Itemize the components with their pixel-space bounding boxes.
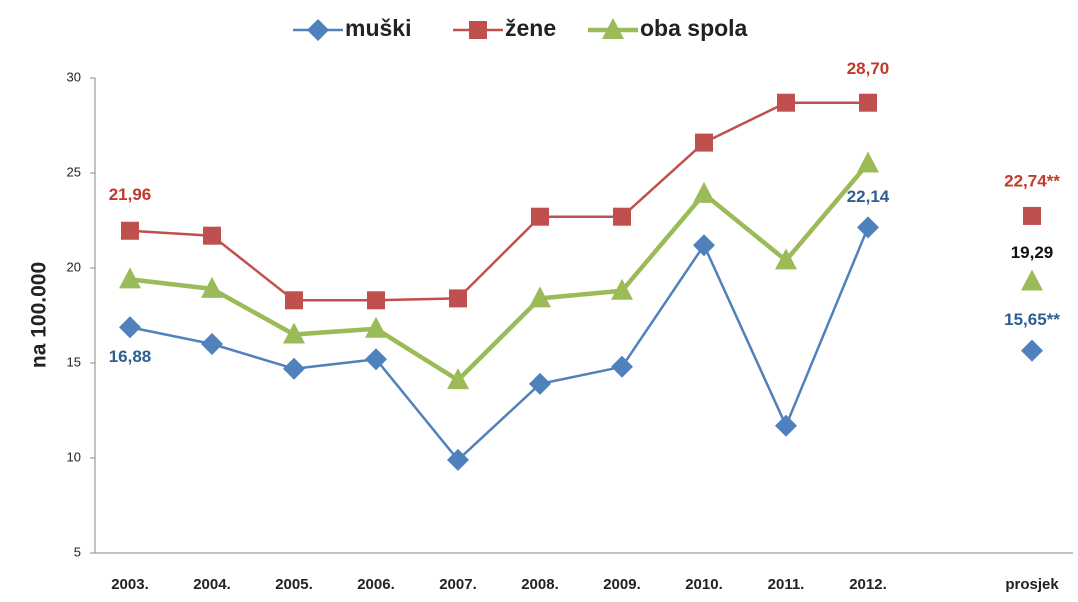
point-marker (365, 348, 387, 371)
point-marker (449, 289, 467, 308)
data-label: 15,65** (1004, 310, 1060, 329)
point-marker (613, 207, 631, 226)
point-marker (365, 316, 387, 338)
point-marker (693, 181, 715, 203)
series-line (130, 227, 1032, 460)
y-tick-label: 25 (67, 164, 81, 179)
data-label: 22,14 (847, 187, 890, 206)
point-marker (531, 207, 549, 226)
x-tick-label: 2006. (357, 576, 395, 593)
x-tick-label: 2011. (768, 576, 805, 593)
legend-marker (307, 19, 329, 41)
point-marker (283, 322, 305, 344)
legend-label: muški (345, 15, 411, 41)
x-tick-label: 2004. (193, 576, 231, 593)
point-marker (857, 151, 879, 173)
point-marker (529, 372, 551, 395)
legend-label: oba spola (640, 15, 748, 41)
point-marker (611, 278, 633, 300)
data-label: 28,70 (847, 59, 890, 78)
point-marker (1023, 206, 1041, 225)
legend-label: žene (505, 15, 556, 41)
y-tick-label: 15 (67, 354, 81, 369)
point-marker (529, 286, 551, 308)
legend-marker (469, 21, 487, 39)
point-marker (201, 333, 223, 355)
point-marker (367, 291, 385, 310)
point-marker (775, 248, 797, 270)
y-tick-label: 10 (67, 449, 81, 464)
point-marker (119, 267, 141, 289)
point-marker (447, 448, 469, 471)
y-tick-label: 30 (67, 69, 81, 84)
y-tick-label: 20 (67, 259, 81, 274)
data-label: 19,29 (1011, 243, 1054, 262)
point-marker (1021, 339, 1043, 362)
series-line (130, 103, 1032, 301)
point-marker (695, 133, 713, 152)
x-tick-label: 2010. (685, 576, 723, 593)
series-line (130, 164, 1032, 381)
point-marker (859, 93, 877, 112)
y-axis-title: na 100.000 (28, 262, 51, 368)
data-label: 22,74** (1004, 171, 1060, 190)
point-marker (857, 216, 879, 239)
x-tick-label: 2008. (521, 576, 559, 593)
point-marker (201, 276, 223, 298)
x-tick-label: 2005. (275, 576, 313, 593)
point-marker (121, 221, 139, 240)
x-tick-label: prosjek (1005, 576, 1059, 593)
point-marker (777, 93, 795, 112)
point-marker (447, 368, 469, 390)
data-label: 21,96 (109, 185, 152, 204)
x-tick-label: 2012. (849, 576, 887, 593)
point-marker (203, 226, 221, 245)
point-marker (611, 355, 633, 378)
point-marker (775, 414, 797, 437)
y-tick-label: 5 (74, 544, 81, 559)
point-marker (693, 234, 715, 257)
data-label: 16,88 (109, 347, 152, 366)
x-tick-label: 2007. (439, 576, 477, 593)
point-marker (285, 291, 303, 310)
point-marker (283, 357, 305, 380)
x-tick-label: 2009. (603, 576, 641, 593)
point-marker (1021, 269, 1043, 291)
x-tick-label: 2003. (111, 576, 149, 593)
legend-marker (602, 18, 624, 39)
point-marker (119, 316, 141, 339)
